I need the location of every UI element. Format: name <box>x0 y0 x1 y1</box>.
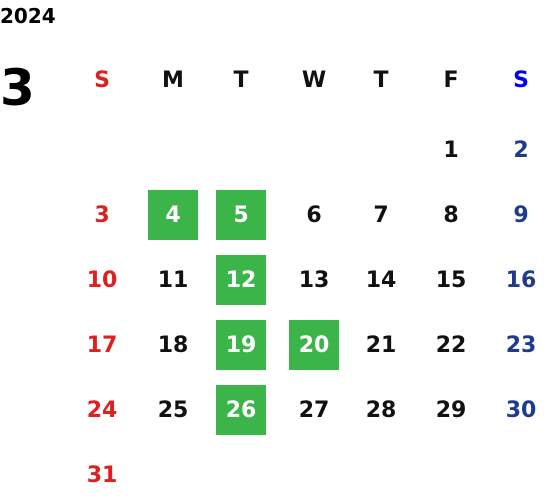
day: 18 <box>157 332 189 358</box>
day: 29 <box>435 397 467 423</box>
day: 28 <box>365 397 397 423</box>
day: 9 <box>513 202 529 228</box>
weekday-header: S <box>94 67 110 93</box>
year: 2024 <box>0 4 56 28</box>
weekday-header: M <box>162 67 184 93</box>
day: 30 <box>505 397 537 423</box>
day: 1 <box>443 137 459 163</box>
day: 23 <box>505 332 537 358</box>
day: 22 <box>435 332 467 358</box>
day: 27 <box>298 397 330 423</box>
weekday-header: S <box>513 67 529 93</box>
day: 24 <box>86 397 118 423</box>
day: 17 <box>86 332 118 358</box>
day: 3 <box>94 202 110 228</box>
weekday-header: T <box>373 67 389 93</box>
day: 16 <box>505 267 537 293</box>
highlighted-day: 19 <box>216 320 266 370</box>
day: 14 <box>365 267 397 293</box>
highlighted-day: 26 <box>216 385 266 435</box>
day: 31 <box>86 462 118 488</box>
month: 3 <box>0 59 35 117</box>
weekday-header: F <box>443 67 459 93</box>
highlighted-day: 12 <box>216 255 266 305</box>
weekday-header: T <box>233 67 249 93</box>
day: 13 <box>298 267 330 293</box>
day: 10 <box>86 267 118 293</box>
day: 8 <box>443 202 459 228</box>
highlighted-day: 20 <box>289 320 339 370</box>
day: 21 <box>365 332 397 358</box>
day: 25 <box>157 397 189 423</box>
day: 7 <box>373 202 389 228</box>
day: 6 <box>306 202 322 228</box>
highlighted-day: 5 <box>216 190 266 240</box>
highlighted-day: 4 <box>148 190 198 240</box>
day: 11 <box>157 267 189 293</box>
day: 2 <box>513 137 529 163</box>
weekday-header: W <box>301 67 327 93</box>
day: 15 <box>435 267 467 293</box>
